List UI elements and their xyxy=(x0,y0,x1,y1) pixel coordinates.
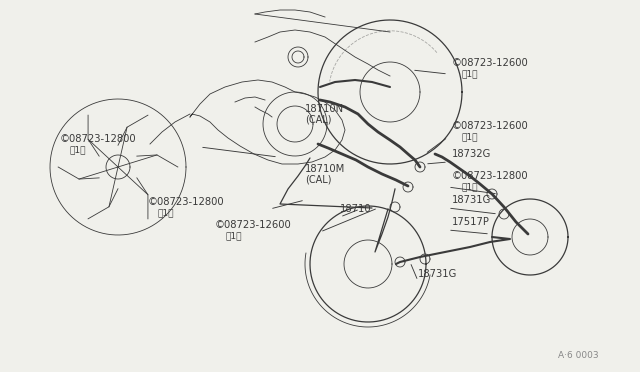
Text: (CAL): (CAL) xyxy=(305,174,332,184)
Text: 18710: 18710 xyxy=(340,204,372,214)
Text: 〈1〉: 〈1〉 xyxy=(462,132,479,141)
Text: 〈1〉: 〈1〉 xyxy=(462,182,479,191)
Text: 17517P: 17517P xyxy=(452,217,490,227)
Text: ©08723-12600: ©08723-12600 xyxy=(215,220,292,230)
Text: ©08723-12600: ©08723-12600 xyxy=(452,121,529,131)
Text: A·6 0003: A·6 0003 xyxy=(558,351,598,360)
Text: 〈1〉: 〈1〉 xyxy=(70,145,86,154)
Text: 〈1〉: 〈1〉 xyxy=(225,231,241,240)
Text: 18731G: 18731G xyxy=(452,195,492,205)
Text: 18732G: 18732G xyxy=(452,149,492,159)
Text: 18710M: 18710M xyxy=(305,164,345,174)
Text: ©08723-12800: ©08723-12800 xyxy=(60,134,136,144)
Text: 〈1〉: 〈1〉 xyxy=(158,208,175,217)
Text: (CAL): (CAL) xyxy=(305,114,332,124)
Text: 18731G: 18731G xyxy=(418,269,458,279)
Text: ©08723-12600: ©08723-12600 xyxy=(452,58,529,68)
Text: 〈1〉: 〈1〉 xyxy=(462,69,479,78)
Text: ©08723-12800: ©08723-12800 xyxy=(452,171,529,181)
Text: ©08723-12800: ©08723-12800 xyxy=(148,197,225,207)
Text: 18710N: 18710N xyxy=(305,104,344,114)
